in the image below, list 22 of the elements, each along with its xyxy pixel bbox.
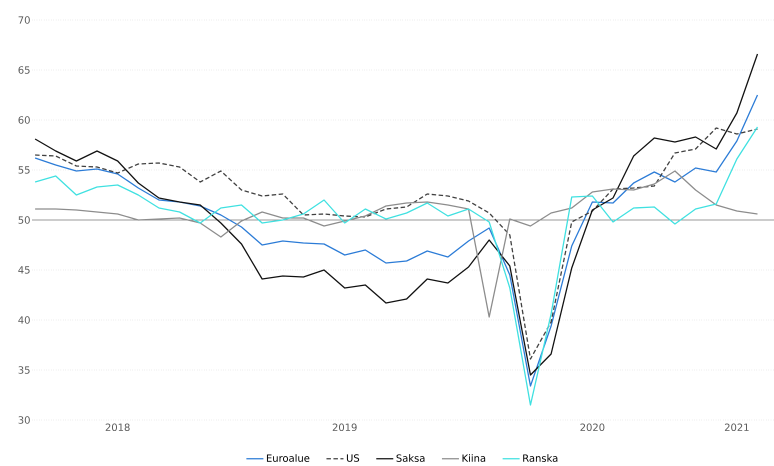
legend-label: Euroalue bbox=[266, 454, 310, 462]
y-tick-label: 40 bbox=[18, 316, 30, 324]
y-tick-label: 55 bbox=[18, 166, 30, 174]
line-series bbox=[34, 127, 758, 360]
y-tick-label: 70 bbox=[18, 16, 30, 24]
y-tick-label: 60 bbox=[18, 116, 30, 124]
x-tick-label: 2018 bbox=[106, 424, 130, 432]
x-tick-label: 2019 bbox=[332, 424, 357, 432]
legend-label: US bbox=[346, 454, 360, 462]
y-tick-label: 30 bbox=[18, 416, 30, 424]
line-series bbox=[34, 94, 758, 387]
y-tick-label: 45 bbox=[18, 266, 30, 274]
x-tick-label: 2021 bbox=[724, 424, 749, 432]
legend-label: Ranska bbox=[523, 454, 558, 462]
line-series bbox=[34, 53, 758, 376]
y-tick-label: 50 bbox=[18, 216, 30, 224]
legend-label: Kiina bbox=[462, 454, 486, 462]
legend-label: Saksa bbox=[396, 454, 424, 462]
y-tick-label: 35 bbox=[18, 366, 30, 374]
line-series bbox=[34, 126, 758, 406]
y-tick-label: 65 bbox=[18, 66, 30, 74]
x-tick-label: 2020 bbox=[580, 424, 604, 432]
